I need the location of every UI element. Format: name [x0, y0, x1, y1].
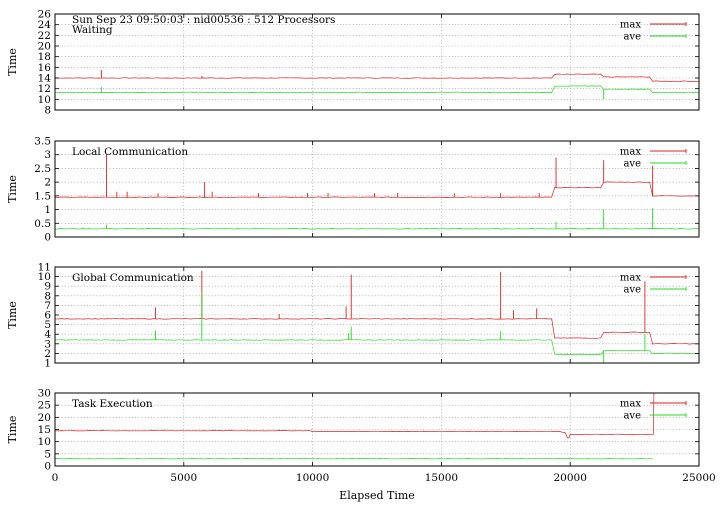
- x-axis-label: Elapsed Time: [339, 489, 415, 502]
- panel-title: Local Communication: [72, 146, 188, 158]
- legend-label-max: max: [620, 273, 641, 284]
- legend-label-ave: ave: [623, 32, 641, 43]
- y-tick-label: 1.5: [34, 190, 51, 202]
- y-tick-label: 3.5: [34, 136, 51, 148]
- plot-frame: [55, 14, 699, 110]
- series-line-max: [55, 182, 699, 198]
- y-tick-label: 3: [44, 149, 51, 161]
- y-tick-label: 24: [38, 19, 52, 31]
- x-tick-label: 15000: [425, 472, 458, 484]
- y-axis-label: Time: [6, 301, 19, 329]
- y-tick-label: 0: [44, 461, 51, 473]
- y-tick-label: 15: [38, 424, 51, 436]
- x-tick-label: 5000: [170, 472, 197, 484]
- y-tick-label: 12: [38, 83, 51, 95]
- series-line-ave: [55, 86, 699, 93]
- legend-label-max: max: [620, 20, 641, 31]
- y-tick-label: 1: [44, 204, 51, 216]
- x-tick-label: 25000: [682, 472, 715, 484]
- panel-title: Global Communication: [72, 272, 194, 284]
- y-tick-label: 2.5: [34, 163, 51, 175]
- y-axis-label: Time: [6, 175, 19, 203]
- y-tick-label: 30: [38, 388, 51, 400]
- y-tick-label: 8: [44, 105, 51, 117]
- series-line-ave: [55, 340, 699, 355]
- legend-label-ave: ave: [623, 159, 641, 170]
- y-tick-label: 10: [38, 94, 51, 106]
- y-tick-label: 22: [38, 30, 51, 42]
- series-line-ave: [55, 229, 699, 230]
- y-tick-label: 0.5: [34, 218, 51, 230]
- y-tick-label: 25: [38, 400, 51, 412]
- y-tick-label: 11: [38, 262, 51, 274]
- y-tick-label: 14: [38, 73, 52, 85]
- legend-label-max: max: [620, 399, 641, 410]
- y-tick-label: 0: [44, 232, 51, 244]
- y-tick-label: 20: [38, 41, 51, 53]
- y-tick-label: 20: [38, 412, 51, 424]
- y-tick-label: 5: [44, 448, 51, 460]
- x-tick-label: 10000: [296, 472, 329, 484]
- legend-label-max: max: [620, 147, 641, 158]
- y-tick-label: 16: [38, 62, 52, 74]
- legend-label-ave: ave: [623, 285, 641, 296]
- y-axis-label: Time: [6, 416, 19, 444]
- y-tick-label: 18: [38, 51, 51, 63]
- y-tick-label: 26: [38, 9, 52, 21]
- panel-title: Task Execution: [72, 398, 153, 410]
- x-tick-label: 0: [52, 472, 59, 484]
- header-title: Sun Sep 23 09:50:03 : nid00536 : 512 Pro…: [72, 14, 335, 26]
- legend-label-ave: ave: [623, 411, 641, 422]
- y-axis-label: Time: [6, 48, 19, 76]
- y-tick-label: 10: [38, 436, 51, 448]
- y-tick-label: 2: [44, 177, 51, 189]
- x-tick-label: 20000: [553, 472, 586, 484]
